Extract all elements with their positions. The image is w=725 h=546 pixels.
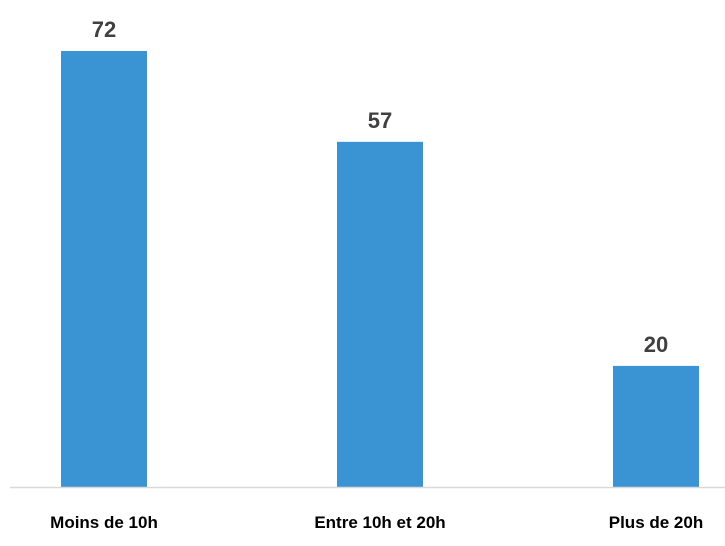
x-tick-label-3: Plus de 20h xyxy=(609,513,703,532)
x-tick-label-1: Moins de 10h xyxy=(50,513,158,532)
data-label-3: 20 xyxy=(644,332,668,357)
bars-group xyxy=(61,51,699,488)
bar-3 xyxy=(613,365,699,487)
x-tick-label-2: Entre 10h et 20h xyxy=(314,513,445,532)
data-label-2: 57 xyxy=(368,108,392,133)
bar-1 xyxy=(61,51,147,487)
x-tick-labels-group: Moins de 10h Entre 10h et 20h Plus de 20h xyxy=(50,513,703,532)
bar-2 xyxy=(337,141,423,488)
data-label-1: 72 xyxy=(92,17,116,42)
data-labels-group: 72 57 20 xyxy=(92,17,668,357)
